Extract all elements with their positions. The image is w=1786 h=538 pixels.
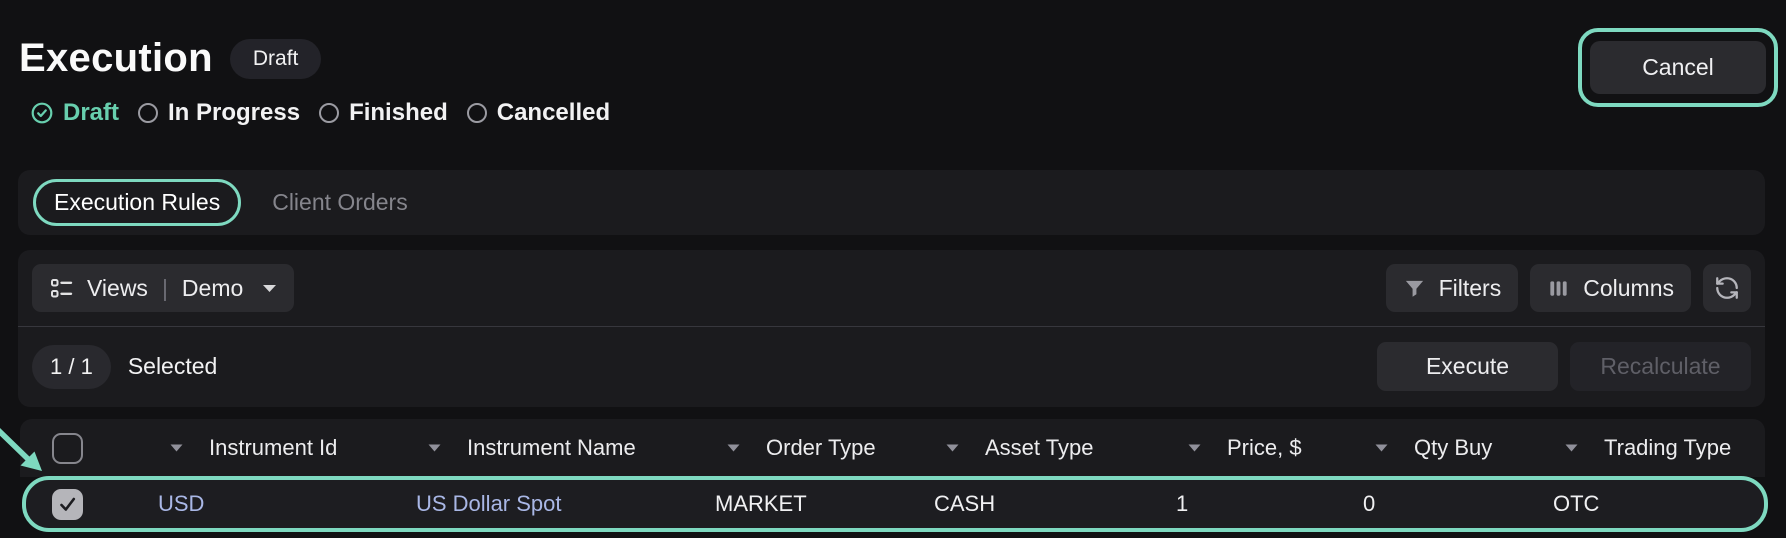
- cell-order-type: MARKET: [715, 491, 807, 516]
- refresh-icon: [1716, 277, 1738, 299]
- selection-actions: Execute Recalculate: [1377, 342, 1751, 391]
- column-header-instrument-id: Instrument Id: [150, 435, 408, 461]
- row-checkbox[interactable]: [52, 488, 83, 520]
- column-label[interactable]: Price, $: [1227, 435, 1302, 460]
- header-checkbox-cell: [20, 432, 150, 464]
- tab-execution-rules[interactable]: Execution Rules: [33, 179, 242, 226]
- views-value: Demo: [181, 274, 244, 301]
- column-header-order-type: Order Type: [707, 435, 926, 461]
- cancel-highlight-annotation: Cancel: [1578, 28, 1778, 107]
- views-label: Views: [87, 274, 148, 301]
- step-label: Finished: [349, 99, 448, 126]
- filters-button[interactable]: Filters: [1385, 264, 1519, 312]
- step-draft[interactable]: Draft: [31, 99, 119, 127]
- grid-toolbar-panel: Views | Demo Filters Columns: [18, 250, 1765, 407]
- step-label: Cancelled: [496, 99, 611, 126]
- column-label[interactable]: Trading Type: [1604, 435, 1732, 460]
- column-header-instrument-name: Instrument Name: [408, 435, 707, 461]
- check-circle-icon: [31, 102, 53, 124]
- tab-bar: Execution Rules Client Orders: [18, 170, 1765, 235]
- column-label[interactable]: Order Type: [766, 435, 876, 460]
- column-header-asset-type: Asset Type: [926, 435, 1168, 461]
- selection-row: 1 / 1 Selected Execute Recalculate: [18, 327, 1765, 406]
- step-in-progress[interactable]: In Progress: [138, 99, 300, 127]
- selected-row[interactable]: USD US Dollar Spot MARKET CASH 1 0 OTC: [22, 476, 1768, 532]
- views-separator: |: [161, 274, 168, 301]
- views-button[interactable]: Views | Demo: [32, 264, 295, 312]
- cell-instrument-id[interactable]: USD: [158, 491, 205, 516]
- cell-price: 1: [1176, 491, 1189, 516]
- select-all-checkbox[interactable]: [52, 432, 83, 464]
- column-header-qty-buy: Qty Buy: [1355, 435, 1545, 461]
- table-header: Instrument Id Instrument Name Order Type…: [20, 419, 1765, 477]
- sort-caret-icon[interactable]: [170, 444, 183, 452]
- sort-caret-icon[interactable]: [1188, 444, 1201, 452]
- circle-icon: [138, 103, 159, 123]
- status-stepper: Draft In Progress Finished Cancelled: [31, 99, 610, 127]
- sort-caret-icon[interactable]: [428, 444, 441, 452]
- columns-button[interactable]: Columns: [1530, 264, 1691, 312]
- sort-caret-icon[interactable]: [727, 444, 740, 452]
- step-finished[interactable]: Finished: [319, 99, 448, 127]
- sort-caret-icon[interactable]: [1565, 444, 1578, 452]
- views-list-icon: [51, 278, 73, 297]
- column-label[interactable]: Asset Type: [985, 435, 1094, 460]
- selection-count-badge: 1 / 1: [32, 344, 111, 389]
- recalculate-button[interactable]: Recalculate: [1570, 342, 1751, 391]
- column-label[interactable]: Instrument Name: [467, 435, 636, 460]
- circle-icon: [466, 103, 487, 123]
- cell-qty-buy: 0: [1363, 491, 1376, 516]
- cell-trading-type: OTC: [1553, 491, 1600, 516]
- page-header: Execution Draft: [19, 36, 322, 81]
- chevron-down-icon: [263, 284, 277, 292]
- tab-client-orders[interactable]: Client Orders: [272, 189, 408, 215]
- status-badge: Draft: [229, 38, 322, 79]
- toolbar-right-cluster: Filters Columns: [1385, 264, 1751, 312]
- step-label: Draft: [63, 99, 120, 126]
- circle-icon: [319, 103, 340, 123]
- columns-label: Columns: [1583, 274, 1674, 301]
- checkmark-icon: [60, 497, 76, 511]
- filter-icon: [1405, 280, 1423, 297]
- columns-icon: [1550, 280, 1567, 296]
- column-label[interactable]: Qty Buy: [1414, 435, 1493, 460]
- sort-caret-icon[interactable]: [946, 444, 959, 452]
- toolbar-row: Views | Demo Filters Columns: [18, 250, 1765, 327]
- column-label[interactable]: Instrument Id: [209, 435, 338, 460]
- execute-button[interactable]: Execute: [1377, 342, 1558, 391]
- row-checkbox-cell: [26, 488, 150, 520]
- cell-asset-type: CASH: [934, 491, 996, 516]
- step-label: In Progress: [168, 99, 301, 126]
- refresh-button[interactable]: [1703, 264, 1751, 312]
- step-cancelled[interactable]: Cancelled: [466, 99, 611, 127]
- page-title: Execution: [19, 36, 213, 80]
- column-header-price: Price, $: [1168, 435, 1355, 461]
- column-header-trading-type: Trading Type: [1545, 435, 1765, 461]
- selection-label: Selected: [127, 353, 218, 379]
- sort-caret-icon[interactable]: [1375, 444, 1388, 452]
- filters-label: Filters: [1438, 274, 1502, 301]
- cell-instrument-name[interactable]: US Dollar Spot: [416, 491, 562, 516]
- cancel-button[interactable]: Cancel: [1590, 41, 1766, 94]
